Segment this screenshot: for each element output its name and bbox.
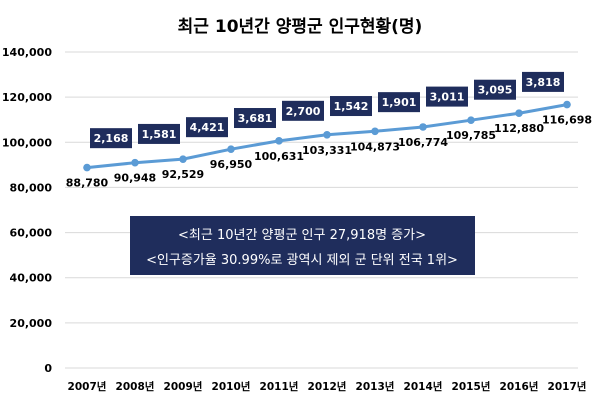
x-tick-label: 2007년: [68, 380, 107, 393]
x-tick-label: 2013년: [356, 380, 395, 393]
annotation-box: <최근 10년간 양평군 인구 27,918명 증가> <인구증가율 30.99…: [130, 216, 475, 275]
increase-badge: [186, 117, 228, 138]
x-tick-label: 2010년: [212, 380, 251, 393]
x-tick-label: 2016년: [500, 380, 539, 393]
increase-label: 1,901: [382, 96, 417, 109]
x-tick-label: 2009년: [164, 380, 203, 393]
chart-title: 최근 10년간 양평군 인구현황(명): [178, 17, 423, 37]
x-tick-label: 2014년: [404, 380, 443, 393]
annotation-line-2: <인구증가율 30.99%로 광역시 제외 군 단위 전국 1위>: [146, 253, 458, 268]
series-population: 88,780 90,948 92,52996,950100,631103,33110…: [66, 100, 592, 190]
data-point: [467, 116, 475, 124]
increase-label: 2,168: [94, 132, 129, 145]
data-label: 92,529: [162, 168, 204, 181]
increase-badges: 2,168 1,581 4,421 3,681 2,700 1,542 1,901 3,011…: [90, 71, 564, 149]
y-tick-label: 60,000: [10, 227, 53, 240]
data-point: [275, 137, 283, 145]
data-label: 90,948: [114, 172, 156, 185]
data-label: 100,631: [254, 150, 304, 163]
data-label: 88,780: [66, 177, 109, 190]
data-point: [83, 163, 91, 172]
increase-label: 3,011: [430, 91, 465, 104]
annotation-line-1: <최근 10년간 양평군 인구 27,918명 증가>: [178, 228, 426, 243]
x-tick-label: 2017년: [548, 380, 587, 393]
increase-label: 3,095: [478, 84, 513, 97]
data-point: [131, 158, 139, 167]
y-tick-label: 140,000: [2, 46, 52, 59]
increase-badge: [378, 92, 420, 113]
y-tick-label: 0: [44, 362, 52, 375]
data-point: [515, 109, 523, 118]
data-label: 116,698: [542, 114, 592, 127]
data-point: [371, 127, 379, 136]
data-point: [227, 145, 235, 153]
increase-label: 3,818: [526, 76, 561, 89]
y-tick-label: 80,000: [10, 181, 53, 194]
x-axis-ticks: 2007년 2008년 2009년 2010년 2011년 2012년 2013년 2014년…: [68, 380, 587, 393]
y-tick-label: 120,000: [2, 91, 52, 104]
increase-label: 1,581: [142, 128, 177, 141]
x-tick-label: 2015년: [452, 380, 491, 393]
y-tick-label: 40,000: [10, 272, 53, 285]
increase-badge: [282, 100, 324, 121]
increase-badge: [90, 128, 132, 149]
data-label: 96,950: [210, 158, 253, 171]
data-point: [563, 100, 571, 109]
increase-badge: [474, 79, 516, 100]
x-tick-label: 2011년: [260, 380, 299, 393]
increase-label: 4,421: [190, 121, 225, 134]
increase-badge: [522, 71, 564, 92]
increase-badge: [426, 86, 468, 107]
increase-badge: [138, 123, 180, 144]
data-point: [323, 130, 331, 139]
increase-label: 1,542: [334, 100, 369, 113]
increase-label: 2,700: [286, 105, 321, 118]
data-label: 106,774: [398, 136, 448, 149]
y-tick-label: 100,000: [2, 136, 52, 149]
y-axis-ticks: 0 20,000 40,000 60,000 80,000 100,000 120,000 1…: [2, 46, 52, 375]
data-point: [179, 155, 187, 163]
increase-badge: [330, 96, 372, 117]
x-tick-label: 2008년: [116, 380, 155, 393]
data-label: 104,873: [350, 140, 400, 153]
data-label: 112,880: [494, 122, 544, 135]
increase-badge: [234, 108, 276, 129]
x-tick-label: 2012년: [308, 380, 347, 393]
annotation-background: [130, 216, 475, 275]
data-label: 109,785: [446, 129, 496, 142]
y-tick-label: 20,000: [10, 317, 53, 330]
increase-label: 3,681: [238, 112, 273, 125]
data-label: 103,331: [302, 144, 352, 157]
data-point: [419, 123, 427, 131]
